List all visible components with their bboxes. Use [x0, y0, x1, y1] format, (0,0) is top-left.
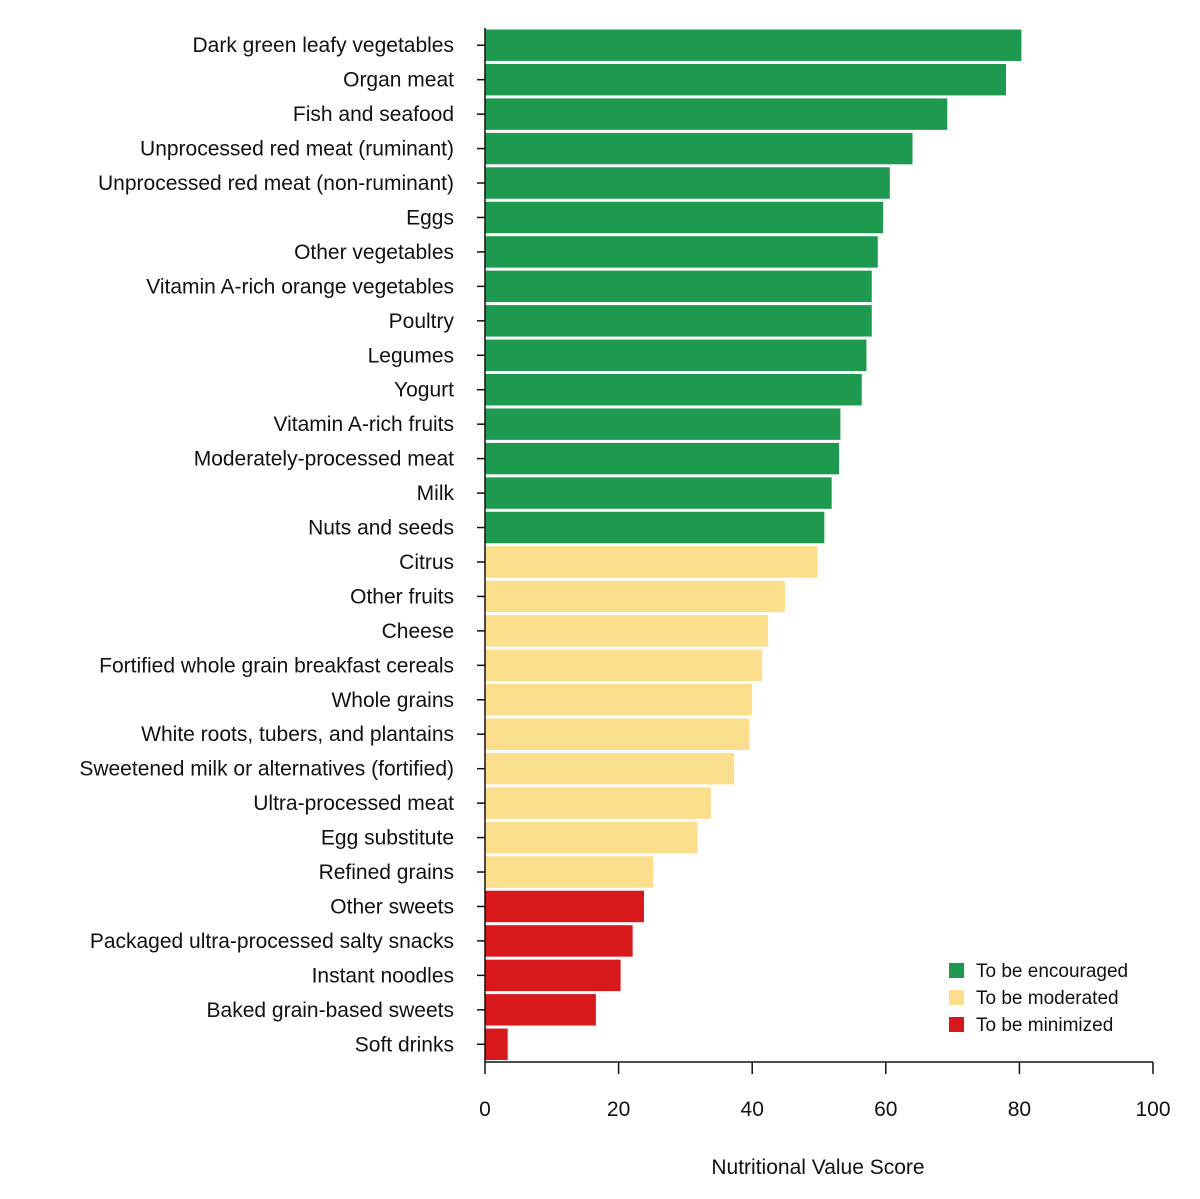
y-axis	[477, 28, 486, 1062]
bar	[485, 63, 1007, 96]
bar	[485, 408, 841, 440]
bar	[485, 994, 596, 1026]
category-label: Fish and seafood	[293, 103, 454, 126]
bar	[485, 511, 825, 544]
bar	[485, 890, 644, 923]
category-label: Other vegetables	[294, 241, 454, 264]
legend-label-encouraged: To be encouraged	[976, 961, 1128, 982]
legend-swatch-encouraged	[949, 963, 964, 978]
category-label: Milk	[417, 482, 455, 505]
category-label: Unprocessed red meat (ruminant)	[140, 138, 454, 161]
category-label: Egg substitute	[321, 827, 454, 850]
x-tick-label: 0	[479, 1098, 491, 1121]
bar	[485, 236, 878, 268]
bar	[485, 580, 785, 613]
category-label: Dark green leafy vegetables	[193, 34, 455, 57]
legend: To be encouraged To be moderated To be min…	[949, 961, 1128, 1036]
category-label: Fortified whole grain breakfast cereals	[99, 654, 454, 677]
legend-label-moderated: To be moderated	[976, 988, 1119, 1009]
category-label: Moderately-processed meat	[194, 448, 454, 471]
category-label: Soft drinks	[355, 1033, 454, 1056]
category-label: Vitamin A-rich fruits	[274, 413, 455, 436]
bar	[485, 649, 763, 682]
bar	[485, 201, 884, 234]
category-label: Legumes	[368, 344, 454, 367]
x-tick-label: 80	[1008, 1098, 1031, 1121]
category-label: Sweetened milk or alternatives (fortifie…	[79, 758, 454, 781]
bar	[485, 787, 711, 819]
bars-group	[485, 29, 1022, 1060]
category-label: Poultry	[389, 310, 455, 333]
bar	[485, 305, 872, 337]
category-label: White roots, tubers, and plantains	[141, 723, 454, 746]
bar	[485, 856, 654, 888]
category-label: Whole grains	[331, 689, 454, 712]
bar	[485, 132, 913, 165]
category-label: Yogurt	[394, 379, 454, 402]
bar	[485, 167, 890, 199]
x-tick-label: 60	[874, 1098, 897, 1121]
category-label: Organ meat	[343, 69, 454, 92]
category-label: Vitamin A-rich orange vegetables	[146, 275, 454, 298]
bar	[485, 615, 769, 647]
bar	[485, 959, 621, 992]
bar	[485, 925, 633, 957]
bar	[485, 821, 698, 854]
bar	[485, 339, 867, 371]
category-label: Instant noodles	[312, 964, 454, 987]
category-label: Cheese	[382, 620, 454, 643]
bar	[485, 718, 750, 750]
bar	[485, 546, 818, 578]
x-tick-label: 20	[607, 1098, 630, 1121]
bar	[485, 270, 872, 303]
legend-swatch-minimized	[949, 1017, 964, 1032]
category-label: Packaged ultra-processed salty snacks	[90, 930, 454, 953]
category-label: Ultra-processed meat	[253, 792, 454, 815]
category-label: Unprocessed red meat (non-ruminant)	[98, 172, 454, 195]
category-label: Baked grain-based sweets	[207, 999, 454, 1022]
x-axis: 0 20 40 60 80 100	[479, 1061, 1171, 1121]
bar	[485, 98, 948, 130]
legend-label-minimized: To be minimized	[976, 1015, 1113, 1036]
legend-swatch-moderated	[949, 990, 964, 1005]
category-label: Refined grains	[319, 861, 454, 884]
bar	[485, 442, 840, 475]
x-axis-title: Nutritional Value Score	[711, 1156, 924, 1179]
x-tick-label: 100	[1135, 1098, 1170, 1121]
category-label: Nuts and seeds	[308, 517, 454, 540]
bar	[485, 477, 832, 509]
bar	[485, 752, 735, 785]
category-label: Other sweets	[330, 895, 454, 918]
category-label: Eggs	[406, 206, 454, 229]
x-tick-label: 40	[741, 1098, 764, 1121]
bar	[485, 29, 1022, 61]
bar	[485, 374, 862, 406]
category-labels-group: Dark green leafy vegetables Organ meat Fis…	[79, 34, 454, 1056]
bar	[485, 684, 753, 716]
category-label: Other fruits	[350, 585, 454, 608]
category-label: Citrus	[399, 551, 454, 574]
bar	[485, 1028, 508, 1060]
